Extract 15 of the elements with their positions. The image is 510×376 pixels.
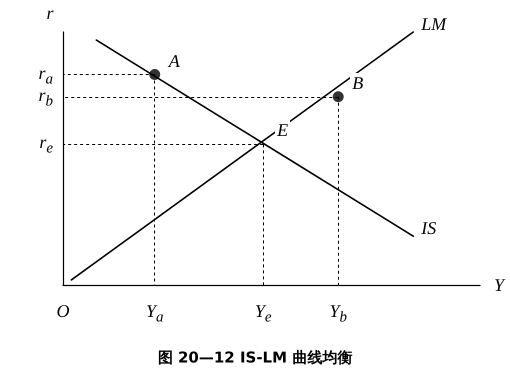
series-label: LM (420, 14, 448, 34)
y-axis-title: r (46, 3, 54, 23)
x-tick-label: Y$_{e}$ (254, 301, 272, 328)
text: r$_{e}$ (39, 132, 53, 159)
annotation: E (275, 120, 290, 140)
annotation: A (166, 50, 182, 70)
text: r$_{b}$ (38, 84, 53, 112)
annotation: B (350, 72, 366, 93)
x-tick-label: Y$_{b}$ (329, 301, 347, 328)
x-axis-title: Y (494, 275, 506, 295)
text: r$_{a}$ (38, 62, 53, 88)
text: 图 20—12 IS-LM 曲线均衡 (158, 348, 352, 366)
x-tick-label: Y$_{a}$ (146, 301, 164, 328)
series-label: IS (420, 218, 436, 238)
x-tick-label: O (56, 301, 70, 321)
